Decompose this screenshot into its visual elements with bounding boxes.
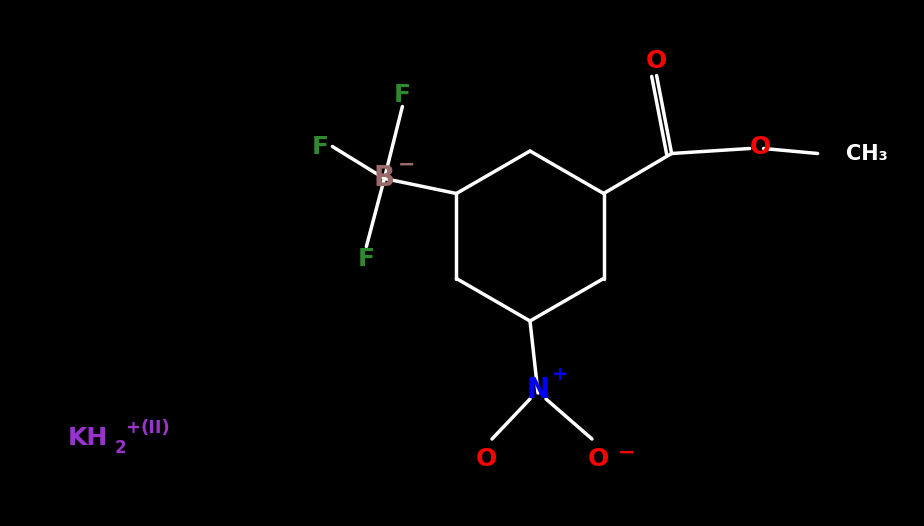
Text: −: − <box>397 155 415 175</box>
Text: F: F <box>312 135 329 158</box>
Text: O: O <box>749 135 771 158</box>
Text: (II): (II) <box>140 419 170 437</box>
Text: +: + <box>552 366 568 385</box>
Text: N: N <box>527 376 550 404</box>
Text: −: − <box>618 443 636 463</box>
Text: B: B <box>374 165 395 193</box>
Text: CH₃: CH₃ <box>845 144 887 164</box>
Text: O: O <box>588 447 609 471</box>
Text: 2: 2 <box>115 439 127 457</box>
Text: KH: KH <box>68 426 108 450</box>
Text: O: O <box>475 447 496 471</box>
Text: O: O <box>646 49 667 74</box>
Text: +: + <box>125 419 140 437</box>
Text: F: F <box>358 247 375 270</box>
Text: F: F <box>394 83 411 106</box>
